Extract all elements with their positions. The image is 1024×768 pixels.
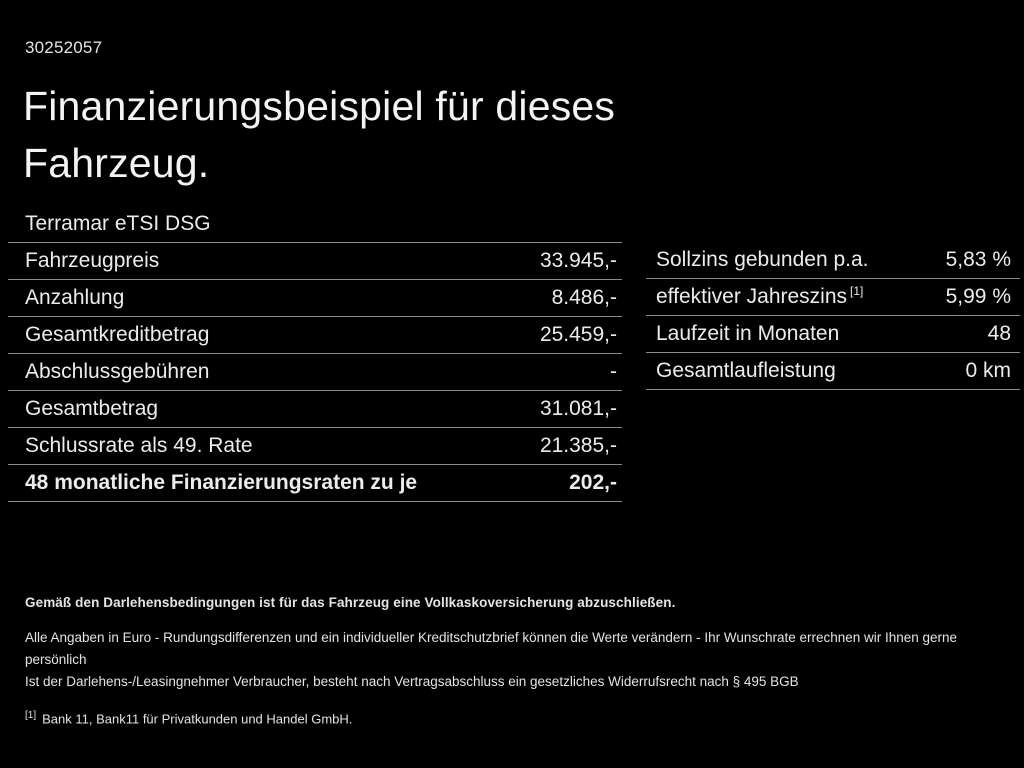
row-value: 48 <box>987 322 1011 345</box>
table-row: Fahrzeugpreis 33.945,- <box>8 243 622 280</box>
table-row: Gesamtlaufleistung 0 km <box>646 353 1020 390</box>
table-row: effektiver Jahreszins [1] 5,99 % <box>646 279 1020 316</box>
row-value: 5,83 % <box>945 248 1011 271</box>
bank-footnote: [1] Bank 11, Bank11 für Privatkunden und … <box>25 710 1000 726</box>
page-title: Finanzierungsbeispiel für dieses Fahrzeu… <box>23 83 616 186</box>
row-label: Schlussrate als 49. Rate <box>25 434 253 457</box>
legal-footer: Gemäß den Darlehensbedingungen ist für d… <box>25 595 1000 726</box>
row-value: 33.945,- <box>539 249 617 272</box>
row-value: 5,99 % <box>945 285 1011 308</box>
table-row-monthly-rate: 48 monatliche Finanzierungsraten zu je 2… <box>8 465 622 502</box>
row-label: effektiver Jahreszins [1] <box>656 284 864 308</box>
table-row: Anzahlung 8.486,- <box>8 280 622 317</box>
table-row: Sollzins gebunden p.a. 5,83 % <box>646 242 1020 279</box>
conditions-table: Sollzins gebunden p.a. 5,83 % effektiver… <box>646 242 1020 390</box>
row-label: Sollzins gebunden p.a. <box>656 248 869 271</box>
footnote-marker: [1] <box>25 710 37 721</box>
document-number: 30252057 <box>25 38 103 57</box>
disclaimer-line: Ist der Darlehens-/Leasingnehmer Verbrau… <box>25 674 799 689</box>
table-row: Gesamtkreditbetrag 25.459,- <box>8 317 622 354</box>
row-value: - <box>610 360 617 383</box>
row-label: Laufzeit in Monaten <box>656 322 840 345</box>
row-label: Abschlussgebühren <box>25 360 210 383</box>
row-value: 21.385,- <box>539 434 617 457</box>
footnote-text: Bank 11, Bank11 für Privatkunden und Han… <box>42 711 353 727</box>
row-value: 202,- <box>569 471 617 494</box>
table-row: Abschlussgebühren - <box>8 354 622 391</box>
footnote-reference: [1] <box>850 284 864 298</box>
finance-tables: Fahrzeugpreis 33.945,- Anzahlung 8.486,-… <box>8 242 1020 502</box>
row-label: Gesamtlaufleistung <box>656 359 836 382</box>
disclaimer-text: Alle Angaben in Euro - Rundungsdifferenz… <box>25 627 1000 693</box>
vehicle-model-name: Terramar eTSI DSG <box>25 212 211 235</box>
row-value: 8.486,- <box>551 286 617 309</box>
row-label: Anzahlung <box>25 286 125 309</box>
row-label: Gesamtkreditbetrag <box>25 323 210 346</box>
table-row: Gesamtbetrag 31.081,- <box>8 391 622 428</box>
row-label: Gesamtbetrag <box>25 397 159 420</box>
row-label: Fahrzeugpreis <box>25 249 160 272</box>
row-value: 0 km <box>965 359 1011 382</box>
disclaimer-line: Alle Angaben in Euro - Rundungsdifferenz… <box>25 630 958 667</box>
row-value: 25.459,- <box>539 323 617 346</box>
insurance-requirement-note: Gemäß den Darlehensbedingungen ist für d… <box>25 595 676 610</box>
finance-table: Fahrzeugpreis 33.945,- Anzahlung 8.486,-… <box>8 242 622 502</box>
table-row: Schlussrate als 49. Rate 21.385,- <box>8 428 622 465</box>
row-label: 48 monatliche Finanzierungsraten zu je <box>25 471 418 494</box>
row-value: 31.081,- <box>539 397 617 420</box>
table-row: Laufzeit in Monaten 48 <box>646 316 1020 353</box>
